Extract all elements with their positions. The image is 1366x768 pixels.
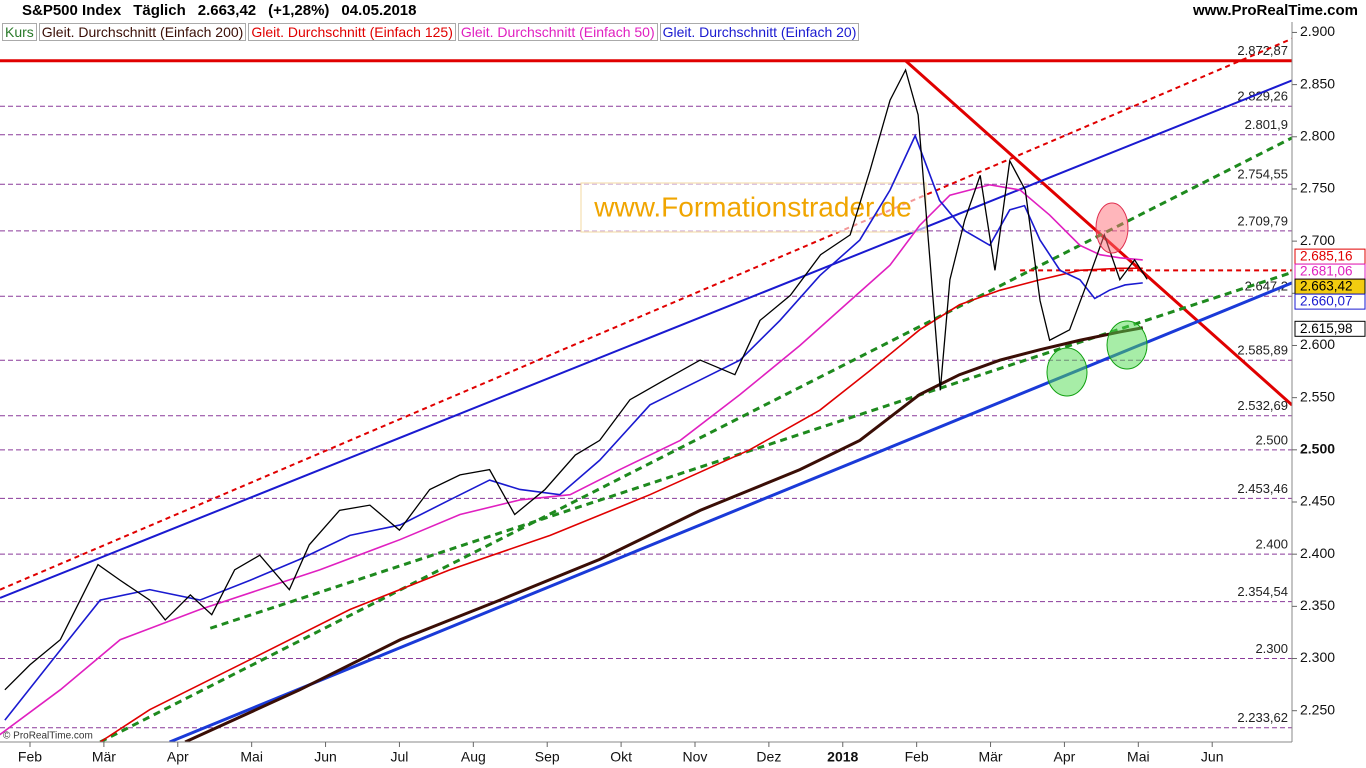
source: www.ProRealTime.com	[1192, 2, 1358, 19]
y-tick-label: 2.600	[1300, 336, 1335, 352]
y-tick-label: 2.350	[1300, 597, 1335, 613]
level-label: 2.801,9	[1245, 117, 1288, 132]
x-tick-label: Mär	[978, 749, 1002, 765]
x-tick-label: Feb	[18, 749, 42, 765]
y-tick-label: 2.750	[1300, 180, 1335, 196]
date: 04.05.2018	[341, 2, 417, 19]
legend-entry: Gleit. Durchschnitt (Einfach 200)	[38, 23, 247, 41]
x-tick-label: Jul	[390, 749, 408, 765]
x-tick-label: Jun	[1201, 749, 1224, 765]
x-tick-label: 2018	[827, 749, 858, 765]
x-tick-label: Apr	[167, 749, 189, 765]
highlight-circle	[1106, 320, 1148, 370]
x-tick-label: Jun	[314, 749, 337, 765]
watermark-box	[580, 182, 927, 233]
y-tick-label: 2.900	[1300, 23, 1335, 39]
series-line	[184, 326, 1144, 742]
price-tag-label: 2.660,07	[1300, 294, 1353, 309]
level-label: 2.585,89	[1237, 343, 1288, 358]
y-tick-label: 2.400	[1300, 545, 1335, 561]
level-label: 2.829,26	[1237, 89, 1288, 104]
x-tick-label: Okt	[610, 749, 632, 765]
copyright: © ProRealTime.com	[3, 731, 93, 742]
series-line	[0, 183, 1143, 736]
y-tick-label: 2.550	[1300, 388, 1335, 404]
legend-entry: Gleit. Durchschnitt (Einfach 20)	[659, 23, 860, 41]
level-label: 2.354,54	[1237, 584, 1288, 599]
series-line	[99, 267, 1143, 742]
level-label: 2.532,69	[1237, 398, 1288, 413]
level-label: 2.709,79	[1237, 213, 1288, 228]
x-tick-label: Mär	[92, 749, 116, 765]
trendline	[99, 136, 1292, 742]
x-tick-label: Apr	[1054, 749, 1076, 765]
highlight-circle	[1046, 347, 1088, 397]
title-row: S&P500 Index Täglich 2.663,42 (+1,28%) 04.05…	[22, 0, 429, 22]
legend-entry: Gleit. Durchschnitt (Einfach 50)	[457, 23, 658, 41]
legend-entry: Kurs	[2, 23, 37, 41]
x-tick-label: Mai	[1127, 749, 1150, 765]
subtitle: Täglich	[133, 2, 186, 19]
change: (+1,28%)	[268, 2, 330, 19]
x-tick-label: Feb	[905, 749, 929, 765]
y-tick-label: 2.450	[1300, 493, 1335, 509]
price-tag-label: 2.685,16	[1300, 249, 1353, 264]
y-tick-label: 2.250	[1300, 701, 1335, 717]
level-label: 2.754,55	[1237, 167, 1288, 182]
price-tag-label: 2.615,98	[1300, 321, 1353, 336]
x-tick-label: Nov	[683, 749, 708, 765]
level-label: 2.453,46	[1237, 481, 1288, 496]
level-label: 2.233,62	[1237, 710, 1288, 725]
x-tick-label: Dez	[756, 749, 781, 765]
y-tick-label: 2.700	[1300, 232, 1335, 248]
level-label: 2.400	[1255, 537, 1288, 552]
title: S&P500 Index	[22, 2, 122, 19]
y-tick-label: 2.850	[1300, 75, 1335, 91]
series-line	[4, 133, 1143, 721]
series-line	[4, 68, 1148, 691]
x-tick-label: Aug	[461, 749, 486, 765]
legend-entry: Gleit. Durchschnitt (Einfach 125)	[248, 23, 456, 41]
price-tag	[1294, 320, 1366, 337]
y-tick-label: 2.800	[1300, 127, 1335, 143]
watermark: www.Formationstrader.de	[593, 191, 911, 222]
x-tick-label: Sep	[535, 749, 560, 765]
y-tick-label: 2.300	[1300, 649, 1335, 665]
legend: Kurs Gleit. Durchschnitt (Einfach 200) Gle…	[2, 23, 861, 41]
highlight-circle	[1095, 202, 1129, 254]
price-tag-label: 2.681,06	[1300, 264, 1353, 279]
price-tag	[1294, 293, 1366, 310]
trendline	[0, 37, 1292, 591]
level-label: 2.300	[1255, 641, 1288, 656]
level-label: 2.500	[1255, 432, 1288, 447]
trendline	[0, 79, 1292, 599]
trendline	[169, 281, 1292, 742]
price-tag-label: 2.663,42	[1300, 279, 1353, 294]
y-tick-label: 2.500	[1300, 441, 1335, 457]
header: S&P500 Index Täglich 2.663,42 (+1,28%) 04.05…	[0, 0, 1366, 22]
last-price: 2.663,42	[197, 2, 257, 19]
x-tick-label: Mai	[240, 749, 263, 765]
